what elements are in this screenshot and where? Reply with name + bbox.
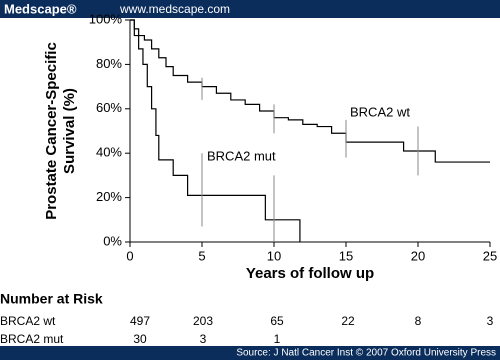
x-tick-label: 10 [267, 248, 281, 263]
y-axis-title: Survival (%) [61, 88, 78, 174]
risk-count: 22 [341, 314, 355, 328]
x-tick-label: 5 [198, 248, 205, 263]
risk-row-label: BRCA2 wt [0, 314, 56, 328]
survival-curve [130, 19, 490, 163]
source: Source: J Natl Cancer Inst © 2007 Oxford… [236, 348, 496, 359]
y-tick-label: 40% [96, 145, 122, 160]
y-tick-label: 0% [103, 233, 122, 248]
footer-bar [0, 346, 500, 360]
risk-count: 3 [487, 314, 494, 328]
risk-count: 30 [133, 332, 147, 346]
series-label: BRCA2 wt [350, 104, 410, 119]
risk-count: 497 [130, 314, 150, 328]
risk-count: 65 [270, 314, 284, 328]
y-axis-title: Prostate Cancer-Specific [43, 42, 60, 220]
risk-row-label: BRCA2 mut [0, 332, 64, 346]
x-axis-title: Years of follow up [246, 265, 374, 282]
risk-count: 8 [415, 314, 422, 328]
risk-count: 3 [200, 332, 207, 346]
x-tick-label: 15 [339, 248, 353, 263]
risk-count: 1 [274, 332, 281, 346]
risk-count: 203 [193, 314, 213, 328]
x-tick-label: 0 [126, 248, 133, 263]
y-tick-label: 60% [96, 100, 122, 115]
url: www.medscape.com [119, 2, 230, 16]
survival-curve [130, 19, 301, 242]
x-tick-label: 20 [411, 248, 425, 263]
header-bar [0, 0, 500, 18]
x-tick-label: 25 [483, 248, 497, 263]
risk-title: Number at Risk [0, 291, 103, 307]
y-tick-label: 20% [96, 189, 122, 204]
series-label: BRCA2 mut [207, 148, 276, 163]
brand: Medscape® [4, 1, 77, 16]
y-tick-label: 100% [89, 11, 123, 26]
y-tick-label: 80% [96, 56, 122, 71]
